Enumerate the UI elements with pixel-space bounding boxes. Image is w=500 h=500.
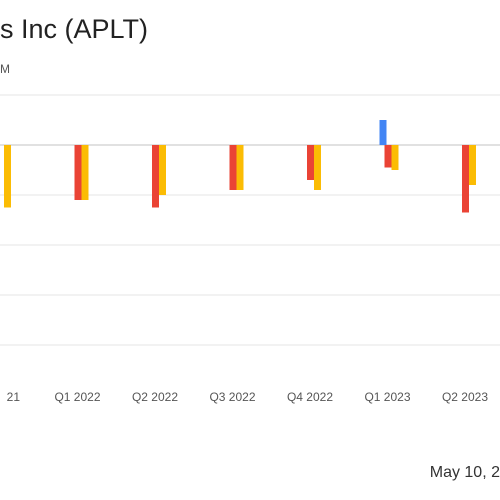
x-tick-label: Q2 2022 <box>132 390 178 404</box>
chart-subtitle: M <box>0 62 10 76</box>
bar <box>152 145 159 208</box>
gridlines <box>0 94 500 346</box>
x-tick-label: Q2 2023 <box>442 390 488 404</box>
x-tick-label: Q3 2022 <box>209 390 255 404</box>
bars <box>4 120 476 213</box>
bar <box>229 145 237 190</box>
bar <box>236 145 244 190</box>
bar <box>379 120 387 145</box>
bar <box>307 145 314 180</box>
bar <box>469 145 476 185</box>
bar <box>384 145 392 168</box>
x-tick-label: Q1 2023 <box>364 390 410 404</box>
chart-title: s Inc (APLT) <box>0 14 149 44</box>
bar <box>4 145 11 208</box>
date-label: May 10, 2 <box>429 464 500 481</box>
x-tick-label: Q1 2022 <box>54 390 100 404</box>
x-tick-label: Q4 2022 <box>287 390 333 404</box>
bar <box>391 145 399 170</box>
bar <box>81 145 89 200</box>
x-axis-tick-labels: 21 Q1 2022 Q2 2022 Q3 2022 Q4 2022 Q1 2023 Q2 … <box>7 390 489 404</box>
bar <box>314 145 321 190</box>
x-tick-label: 21 <box>7 390 21 404</box>
bar <box>159 145 166 195</box>
bar <box>74 145 82 200</box>
bar <box>462 145 469 213</box>
